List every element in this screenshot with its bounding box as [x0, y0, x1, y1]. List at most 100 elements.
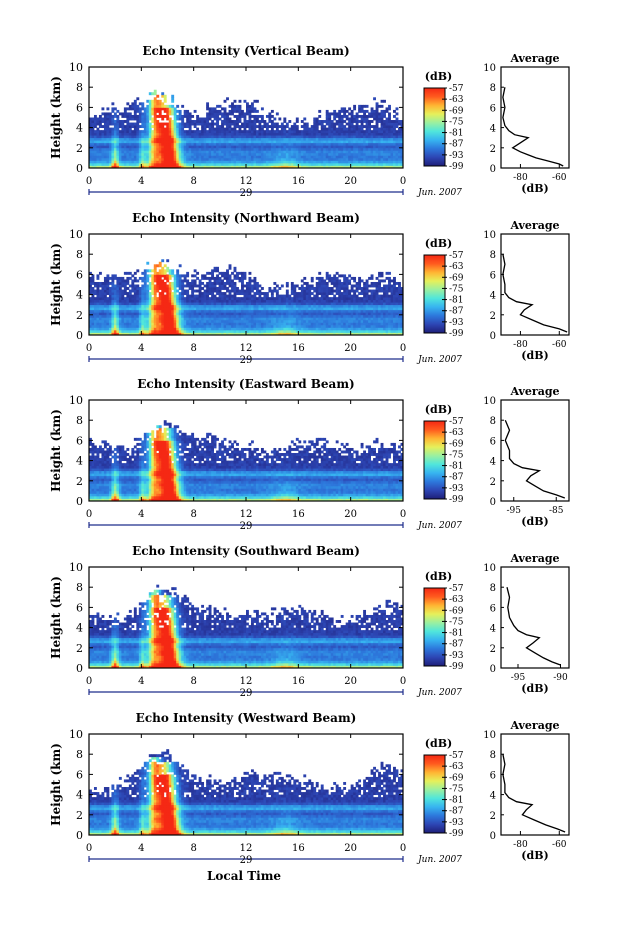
heatmap-cell — [328, 315, 331, 318]
heatmap-cell — [353, 120, 356, 123]
heatmap-cell — [171, 163, 174, 166]
heatmap-cell — [234, 105, 237, 108]
heatmap-cell — [146, 315, 149, 318]
heatmap-cell — [323, 143, 326, 146]
heatmap-cell — [176, 302, 179, 305]
heatmap-cell — [296, 292, 299, 295]
heatmap-cell — [169, 325, 172, 328]
heatmap-cell — [176, 115, 179, 118]
heatmap-cell — [311, 285, 314, 288]
heatmap-cell — [174, 125, 177, 128]
heatmap-cell — [151, 277, 154, 280]
heatmap-cell — [231, 297, 234, 300]
heatmap-cell — [164, 325, 167, 328]
heatmap-cell — [376, 125, 379, 128]
heatmap-cell — [111, 155, 114, 158]
heatmap-cell — [96, 150, 99, 153]
heatmap-cell — [253, 325, 256, 328]
heatmap-cell — [116, 287, 119, 290]
heatmap-cell — [124, 120, 127, 123]
heatmap-cell — [244, 295, 247, 298]
heatmap-cell — [144, 143, 147, 146]
heatmap-cell — [134, 107, 137, 110]
heatmap-cell — [106, 317, 109, 320]
heatmap-cell — [331, 133, 334, 136]
heatmap-cell — [258, 120, 261, 123]
heatmap-cell — [288, 140, 291, 143]
heatmap-cell — [94, 133, 97, 136]
heatmap-cell — [226, 115, 229, 118]
heatmap-cell — [124, 145, 127, 148]
heatmap-cell — [286, 123, 289, 126]
heatmap-cell — [301, 287, 304, 290]
heatmap-cell — [146, 295, 149, 298]
heatmap-cell — [151, 138, 154, 141]
heatmap-cell — [363, 145, 366, 148]
heatmap-cell — [96, 163, 99, 166]
heatmap-cell — [196, 133, 199, 136]
heatmap-cell — [263, 138, 266, 141]
heatmap-cell — [104, 163, 107, 166]
heatmap-cell — [144, 274, 147, 277]
heatmap-cell — [234, 128, 237, 131]
heatmap-cell — [156, 325, 159, 328]
heatmap-cell — [159, 315, 162, 318]
heatmap-cell — [209, 125, 212, 128]
heatmap-cell — [376, 163, 379, 166]
heatmap-cell — [393, 150, 396, 153]
heatmap-cell — [124, 292, 127, 295]
heatmap-cell — [328, 145, 331, 148]
heatmap-cell — [129, 125, 132, 128]
heatmap-cell — [94, 285, 97, 288]
heatmap-cell — [333, 133, 336, 136]
heatmap-cell — [311, 315, 314, 318]
heatmap-cell — [156, 150, 159, 153]
heatmap-cell — [174, 320, 177, 323]
heatmap-cell — [231, 312, 234, 315]
heatmap-cell — [91, 325, 94, 328]
heatmap-cell — [169, 285, 172, 288]
heatmap-cell — [311, 325, 314, 328]
heatmap-cell — [363, 112, 366, 115]
heatmap-cell — [313, 163, 316, 166]
heatmap-cell — [361, 107, 364, 110]
heatmap-cell — [106, 145, 109, 148]
heatmap-cell — [146, 312, 149, 315]
heatmap-cell — [159, 100, 162, 103]
heatmap-cell — [234, 133, 237, 136]
heatmap-cell — [174, 112, 177, 115]
heatmap-cell — [124, 320, 127, 323]
heatmap-cell — [149, 107, 152, 110]
heatmap-cell — [256, 120, 259, 123]
heatmap-cell — [376, 160, 379, 163]
heatmap-cell — [331, 135, 334, 138]
heatmap-cell — [386, 143, 389, 146]
heatmap-cell — [171, 120, 174, 123]
heatmap-cell — [129, 143, 132, 146]
heatmap-cell — [214, 148, 217, 151]
heatmap-cell — [154, 145, 157, 148]
heatmap-cell — [316, 282, 319, 285]
heatmap-cell — [316, 327, 319, 330]
heatmap-cell — [311, 133, 314, 136]
heatmap-cell — [144, 285, 147, 288]
heatmap-cell — [326, 325, 329, 328]
heatmap-cell — [139, 140, 142, 143]
heatmap-cell — [316, 140, 319, 143]
heatmap-cell — [263, 150, 266, 153]
heatmap-cell — [106, 135, 109, 138]
heatmap-cell — [216, 297, 219, 300]
heatmap-cell — [189, 123, 192, 126]
heatmap-cell — [328, 140, 331, 143]
x-tick-label: 4 — [138, 176, 144, 187]
heatmap-cell — [356, 150, 359, 153]
heatmap-cell — [161, 310, 164, 313]
heatmap-cell — [393, 138, 396, 141]
heatmap-cell — [258, 295, 261, 298]
heatmap-cell — [136, 128, 139, 131]
heatmap-cell — [278, 287, 281, 290]
heatmap-cell — [144, 305, 147, 308]
heatmap-cell — [251, 279, 254, 282]
heatmap-cell — [358, 145, 361, 148]
heatmap-cell — [308, 155, 311, 158]
